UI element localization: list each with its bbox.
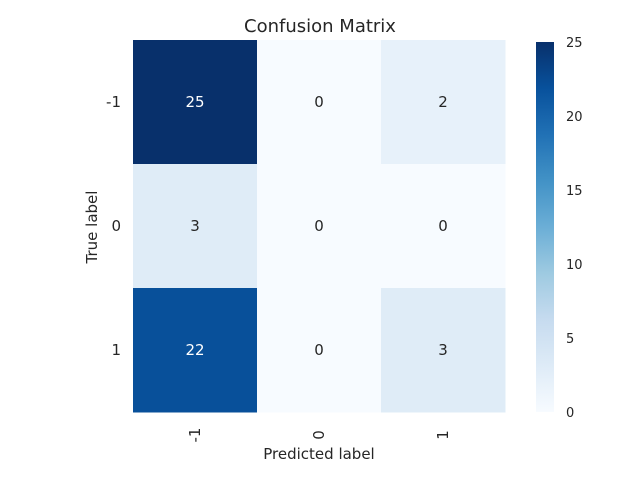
cell-value-label: 25 xyxy=(185,93,204,111)
x-tick-label: 0 xyxy=(310,430,328,440)
y-tick-label: 0 xyxy=(111,217,121,235)
cell-value-label: 0 xyxy=(314,217,324,235)
y-axis-label: True label xyxy=(83,191,101,265)
x-axis-label: Predicted label xyxy=(263,445,374,463)
heatmap-cell xyxy=(381,164,506,289)
y-axis-ticks: -1 0 1 xyxy=(106,93,121,359)
cell-value-label: 0 xyxy=(314,341,324,359)
x-axis-ticks: -1 0 1 xyxy=(186,428,452,443)
colorbar-tick-label: 25 xyxy=(566,36,583,51)
colorbar xyxy=(536,42,554,412)
heatmap-cell xyxy=(257,40,382,165)
cell-value-label: 22 xyxy=(185,341,204,359)
heatmap-cell xyxy=(133,40,258,165)
heatmap-cells xyxy=(133,40,506,413)
heatmap-cell xyxy=(133,288,258,413)
heatmap-cell xyxy=(133,164,258,289)
colorbar-tick-label: 10 xyxy=(566,258,583,273)
colorbar-ticks: 0 5 10 15 20 25 xyxy=(566,36,583,421)
cell-value-label: 3 xyxy=(190,217,200,235)
y-tick-label: -1 xyxy=(106,93,121,111)
heatmap-cell xyxy=(381,288,506,413)
colorbar-tick-label: 20 xyxy=(566,110,583,125)
cell-value-label: 2 xyxy=(438,93,448,111)
chart-title: Confusion Matrix xyxy=(244,16,396,37)
colorbar-tick-label: 5 xyxy=(566,332,574,347)
x-tick-label: -1 xyxy=(186,428,204,443)
colorbar-tick-label: 15 xyxy=(566,184,583,199)
heatmap-cell xyxy=(257,164,382,289)
colorbar-tick-label: 0 xyxy=(566,406,574,421)
cell-value-label: 0 xyxy=(438,217,448,235)
cell-value-label: 0 xyxy=(314,93,324,111)
heatmap-cell-labels: 25 0 2 3 0 0 22 0 3 xyxy=(185,93,447,359)
x-tick-label: 1 xyxy=(434,430,452,440)
y-tick-label: 1 xyxy=(111,341,121,359)
heatmap-cell xyxy=(381,40,506,165)
heatmap-cell xyxy=(257,288,382,413)
cell-value-label: 3 xyxy=(438,341,448,359)
